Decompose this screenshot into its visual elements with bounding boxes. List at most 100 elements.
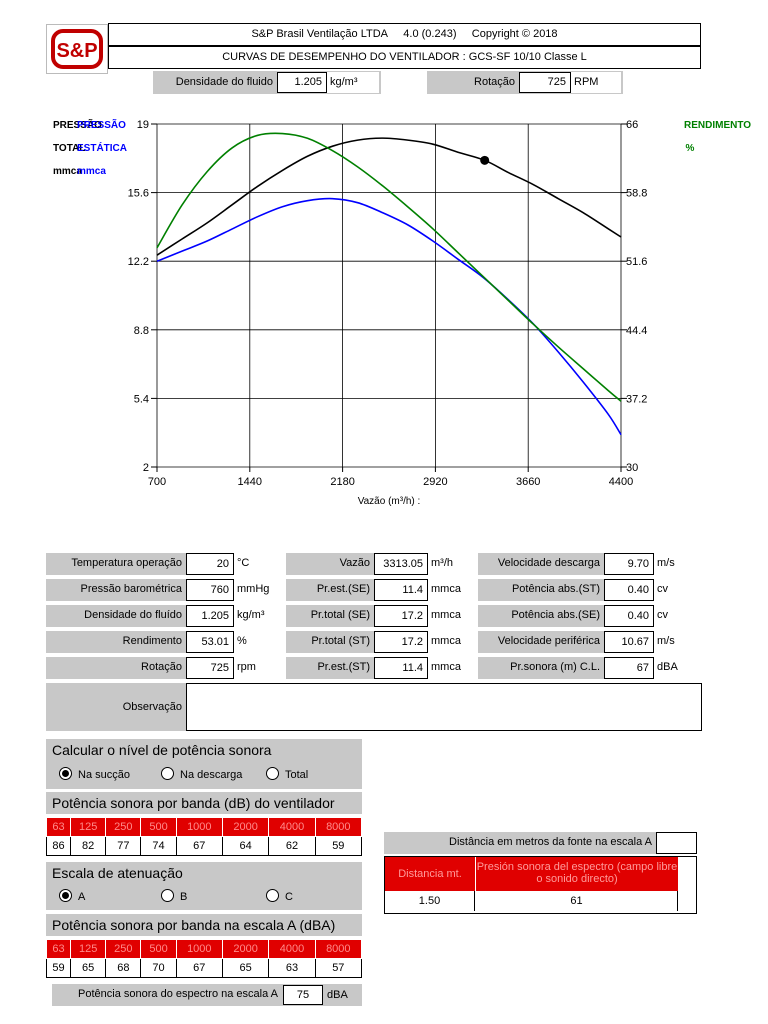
- radio-total-circle[interactable]: [266, 767, 279, 780]
- result-label: Vazão: [339, 557, 370, 569]
- y-right-tick-label-2: 51.6: [626, 256, 647, 268]
- result-label: Pr.sonora (m) C.L.: [510, 661, 600, 673]
- calc-sound-options: [46, 761, 362, 789]
- radio-scale-b-circle[interactable]: [161, 889, 174, 902]
- band-header-cell: 1000: [175, 939, 223, 959]
- band-value-cell: 57: [314, 958, 363, 978]
- result-value: 10.67: [604, 631, 654, 653]
- band-value-cell: 62: [268, 836, 316, 856]
- band-header-cell: 500: [140, 939, 177, 959]
- observation-label: Observação: [46, 683, 186, 731]
- band-value-cell: 82: [70, 836, 107, 856]
- band-value-cell: 59: [45, 958, 72, 978]
- result-unit: rpm: [234, 657, 282, 679]
- observation-field[interactable]: [186, 683, 702, 731]
- attenuation-options: [46, 884, 362, 910]
- result-unit: m³/h: [428, 553, 474, 575]
- result-value: 17.2: [374, 605, 428, 627]
- result-row-bg: [478, 553, 604, 575]
- result-label: Rotação: [141, 661, 182, 673]
- result-value: 0.40: [604, 579, 654, 601]
- density-input[interactable]: 1.205: [277, 72, 327, 93]
- result-row-bg: [46, 631, 186, 653]
- y-right-tick-label-1: 58.8: [626, 188, 647, 200]
- pressure-col-header: Presión sonora del espectro (campo libre…: [476, 857, 678, 891]
- chart-series: [156, 132, 622, 436]
- distance-input[interactable]: [656, 832, 697, 854]
- result-row-bg: [46, 605, 186, 627]
- rotation-input[interactable]: 725: [519, 72, 571, 93]
- y-right-tick-label-3: 44.4: [626, 325, 647, 337]
- result-unit: m/s: [654, 631, 702, 653]
- radio-discharge-circle[interactable]: [161, 767, 174, 780]
- y-left-tick-label-3: 8.8: [134, 325, 149, 337]
- result-value: 9.70: [604, 553, 654, 575]
- result-value[interactable]: 20: [186, 553, 234, 575]
- chart-ticks: 700 19 66 1440 15.6 58.8 2180 12.2 51.6 2920 8.8 44…: [128, 119, 648, 507]
- radio-scale-a-circle[interactable]: [59, 889, 72, 902]
- band-value-cell: 65: [70, 958, 107, 978]
- band-header-cell: 2000: [221, 939, 270, 959]
- band-header-cell: 2000: [221, 817, 270, 837]
- result-label: Velocidade periférica: [497, 635, 600, 647]
- band-value-cell: 68: [105, 958, 142, 978]
- band-value-cell: 67: [175, 958, 223, 978]
- band-value-cell: 86: [45, 836, 72, 856]
- y-right-tick-label-5: 30: [626, 462, 638, 474]
- band-value-cell: 64: [221, 836, 270, 856]
- radio-suction[interactable]: Na sucção: [59, 766, 130, 784]
- band-header-cell: 8000: [314, 817, 363, 837]
- result-value: 67: [604, 657, 654, 679]
- result-unit: %: [234, 631, 282, 653]
- result-row-bg: [478, 631, 604, 653]
- y-left-tick-label-2: 12.2: [128, 256, 149, 268]
- x-tick-label-2: 2180: [330, 476, 354, 488]
- result-row-bg: [286, 657, 374, 679]
- result-label: Pr.total (SE): [310, 609, 370, 621]
- y-left-tick-label-4: 5.4: [134, 393, 149, 405]
- band-value-row: 59 65 68 70 67 65 63 57: [45, 958, 363, 978]
- spectrum-label: Potência sonora do espectro na escala A: [78, 988, 278, 1000]
- result-row-bg: [286, 553, 374, 575]
- band-value-cell: 70: [140, 958, 177, 978]
- result-label: Potência abs.(SE): [511, 609, 600, 621]
- result-row-bg: [478, 657, 604, 679]
- result-unit: mmca: [428, 579, 474, 601]
- result-unit: cv: [654, 579, 702, 601]
- radio-suction-circle[interactable]: [59, 767, 72, 780]
- band-power-table: 63 125 250 500 1000 2000 4000 8000 86 82 77 74 67 64 6…: [45, 817, 363, 856]
- result-unit: mmca: [428, 657, 474, 679]
- sp-logo-icon: S&P: [51, 29, 103, 69]
- header-subtitle: CURVAS DE DESEMPENHO DO VENTILADOR : GCS…: [108, 46, 701, 69]
- band-value-row: 86 82 77 74 67 64 62 59: [45, 836, 363, 856]
- radio-total[interactable]: Total: [266, 766, 308, 784]
- result-value: 11.4: [374, 657, 428, 679]
- series-efficiency-line: [156, 132, 622, 402]
- band-value-cell: 59: [314, 836, 363, 856]
- x-tick-label-5: 4400: [609, 476, 633, 488]
- y-left-tick-label-5: 2: [143, 462, 149, 474]
- performance-chart: 700 19 66 1440 15.6 58.8 2180 12.2 51.6 2920 8.8 44…: [128, 119, 648, 507]
- pressure-cell: 61: [476, 891, 678, 911]
- distance-col-header: Distancia mt.: [385, 857, 475, 891]
- result-unit: dBA: [654, 657, 702, 679]
- result-label: Pressão barométrica: [80, 583, 183, 595]
- result-unit: mmHg: [234, 579, 282, 601]
- band-power-a-title: Potência sonora por banda na escala A (d…: [46, 914, 362, 936]
- band-header-cell: 1000: [175, 817, 223, 837]
- sp-logo: S&P: [46, 24, 108, 74]
- series-static-line: [156, 197, 622, 436]
- radio-scale-b[interactable]: B: [161, 888, 187, 906]
- operating-point-marker: [480, 155, 490, 165]
- band-header-cell: 4000: [268, 817, 316, 837]
- radio-scale-a[interactable]: A: [59, 888, 85, 906]
- result-unit: mmca: [428, 605, 474, 627]
- radio-scale-c-circle[interactable]: [266, 889, 279, 902]
- density-unit: kg/m³: [327, 72, 379, 93]
- distance-label: Distância em metros da fonte na escala A: [449, 836, 652, 848]
- result-unit: cv: [654, 605, 702, 627]
- result-value: 0.40: [604, 605, 654, 627]
- radio-scale-c[interactable]: C: [266, 888, 293, 906]
- radio-discharge[interactable]: Na descarga: [161, 766, 242, 784]
- band-power-a-table: 63 125 250 500 1000 2000 4000 8000 59 65 68 70 67 65 6…: [45, 939, 363, 978]
